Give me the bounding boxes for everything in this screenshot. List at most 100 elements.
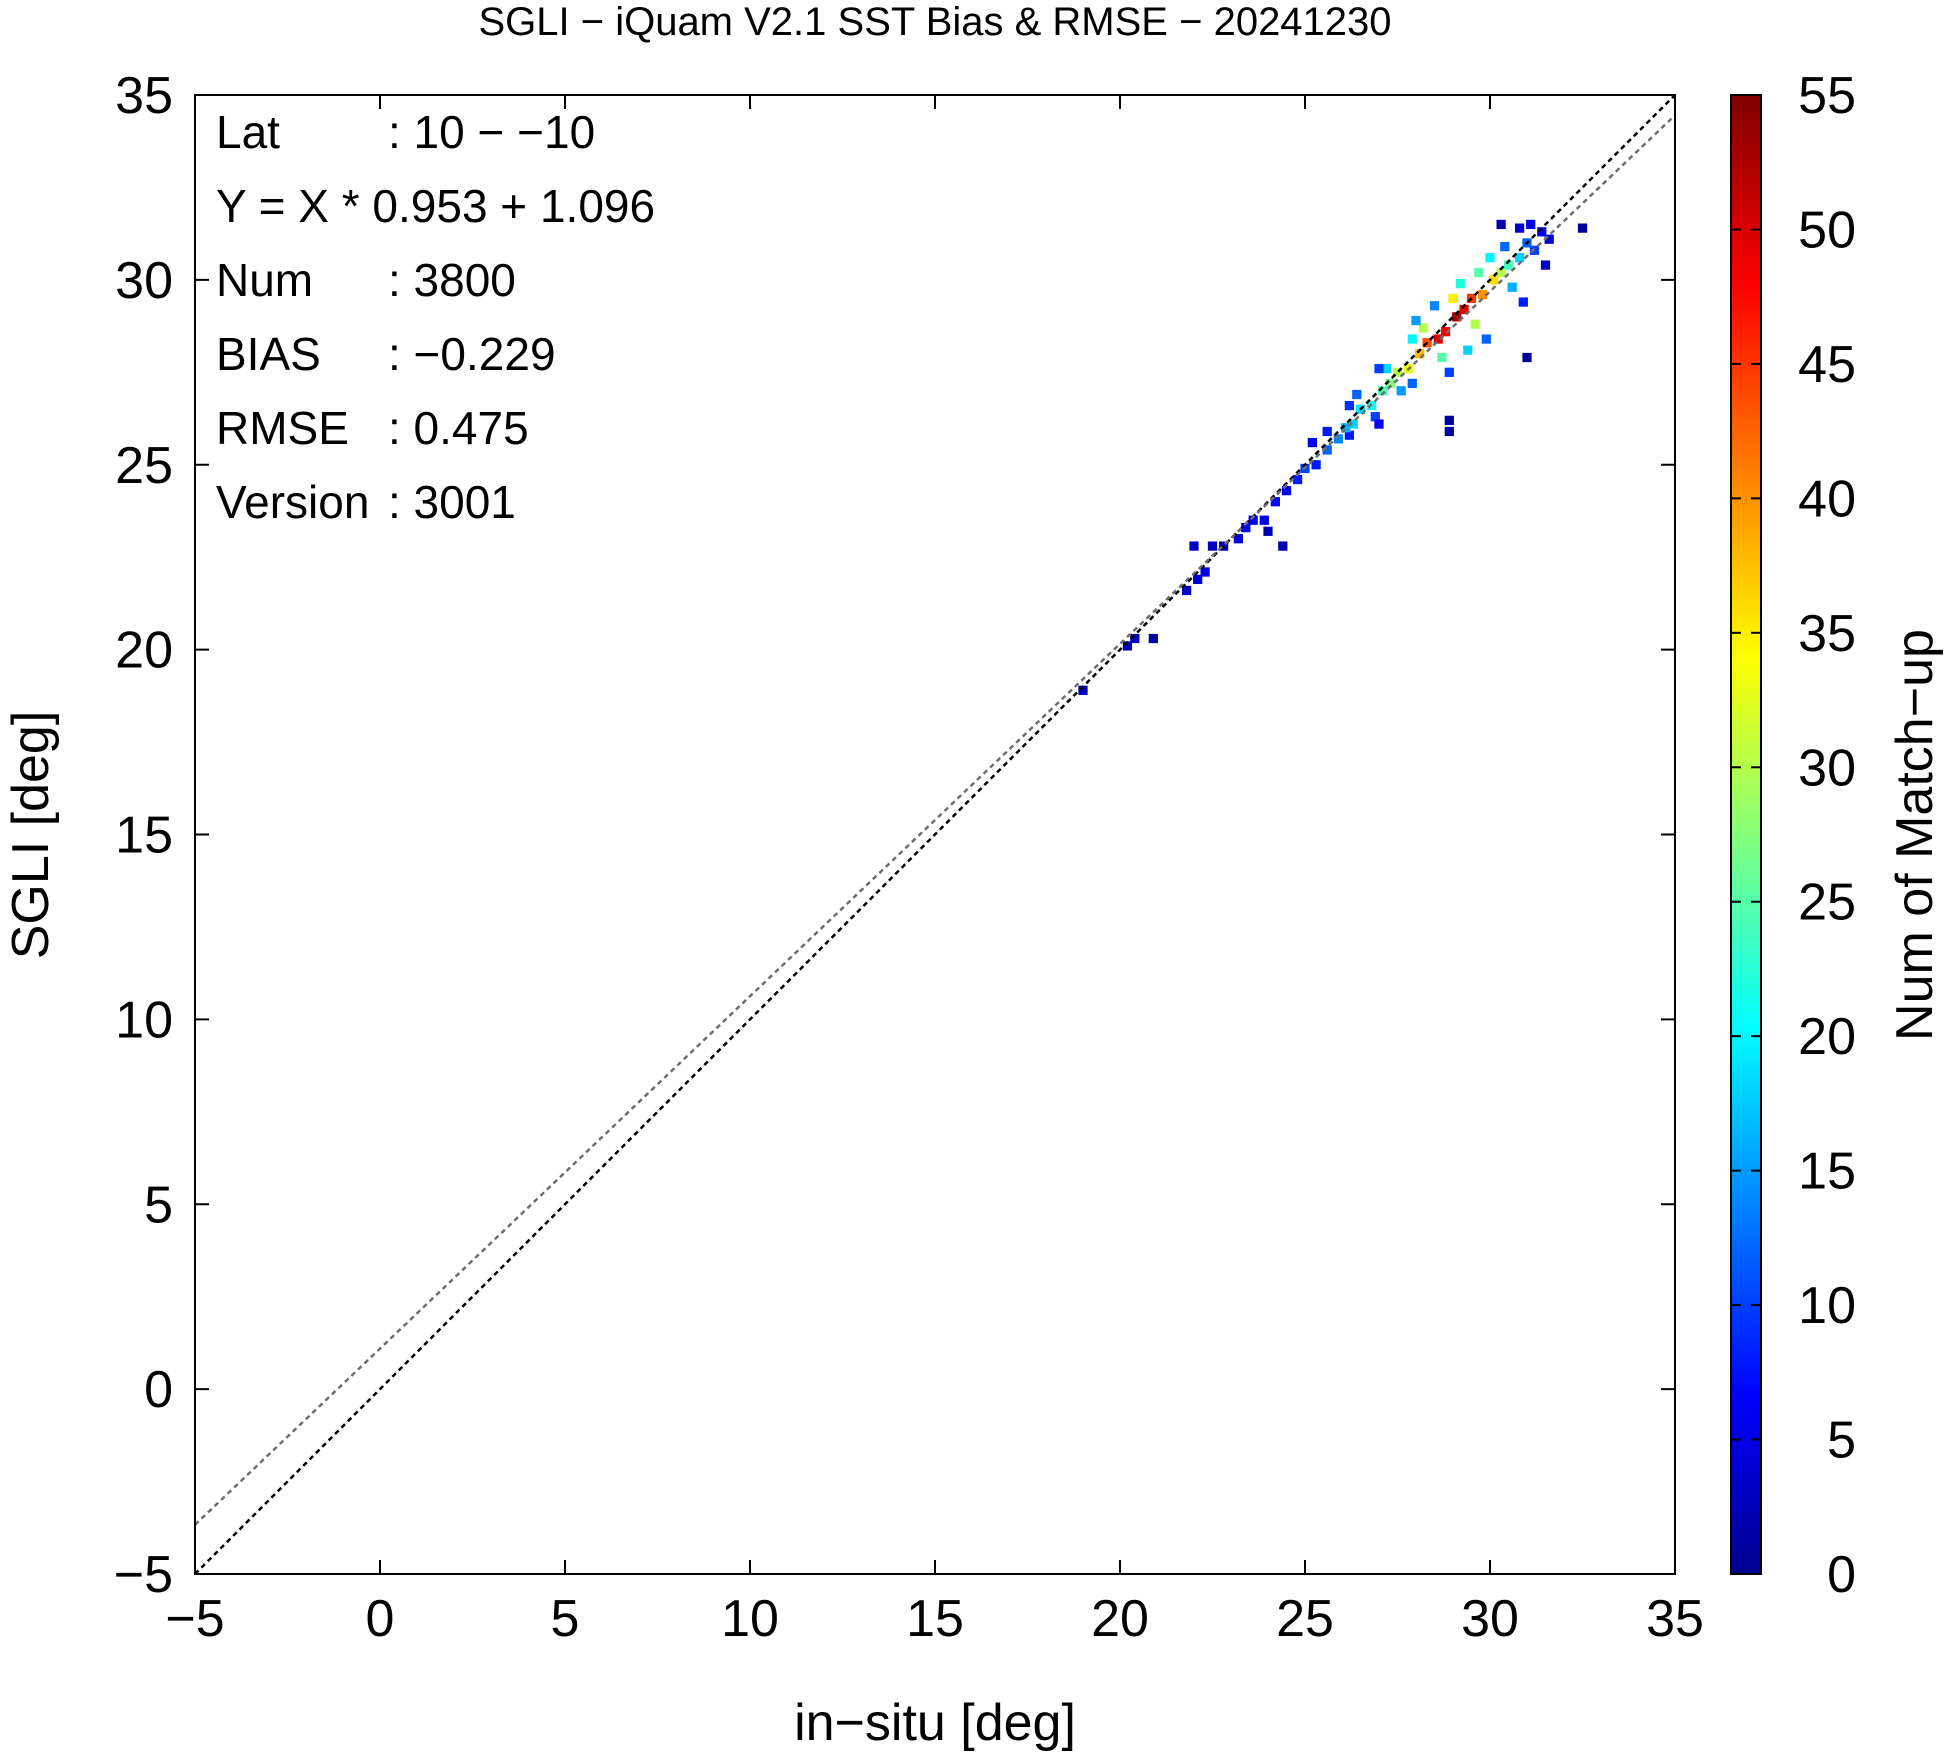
heatmap-cell: [1448, 293, 1458, 303]
heatmap-cell: [1218, 541, 1229, 551]
x-tick-label: 30: [1461, 1590, 1519, 1648]
y-tick-label: 35: [115, 67, 173, 125]
heatmap-cell: [1396, 386, 1406, 396]
heatmap-cell: [1281, 486, 1292, 496]
heatmap-cell: [1292, 474, 1303, 485]
heatmap-cell: [1381, 363, 1392, 374]
y-tick-label: −5: [114, 1546, 173, 1604]
x-tick-label: 0: [366, 1590, 395, 1648]
heatmap-cell: [1540, 260, 1551, 270]
heatmap-cell: [1278, 541, 1288, 551]
y-tick-label: 15: [115, 807, 173, 865]
y-tick-label: 0: [144, 1361, 173, 1419]
heatmap-cell: [1477, 290, 1488, 300]
heatmap-cell: [1503, 260, 1514, 270]
heatmap-cell: [1444, 367, 1454, 377]
heatmap-cell: [1233, 534, 1244, 544]
stat-label: Y = X * 0.953 + 1.096: [216, 180, 655, 232]
heatmap-cell: [1444, 415, 1454, 426]
heatmap-cell: [1307, 437, 1318, 448]
heatmap-cell: [1437, 352, 1447, 363]
heatmap-cell: [1148, 633, 1158, 644]
heatmap-cell: [1518, 297, 1528, 307]
heatmap-cell: [1333, 434, 1343, 444]
y-tick-label: 25: [115, 437, 173, 495]
stat-label: BIAS: [216, 328, 321, 380]
heatmap-cell: [1452, 312, 1462, 322]
stat-label: Lat: [216, 106, 280, 158]
heatmap-cell: [1322, 445, 1332, 455]
heatmap-cell: [1463, 345, 1473, 355]
colorbar-tick-label: 5: [1827, 1412, 1856, 1470]
heatmap-cell: [1496, 267, 1506, 278]
stat-value: : 0.475: [388, 402, 529, 454]
heatmap-cell: [1407, 378, 1417, 389]
heatmap-cell: [1344, 430, 1355, 440]
heatmap-cell: [1352, 389, 1362, 400]
heatmap-cell: [1500, 241, 1510, 252]
heatmap-cell: [1537, 227, 1547, 237]
heatmap-cell: [1418, 323, 1429, 333]
colorbar-tick-label: 55: [1798, 67, 1856, 125]
reference-lines: [195, 95, 1675, 1574]
heatmap-cell: [1248, 515, 1258, 525]
heatmap-cell: [1470, 319, 1480, 329]
heatmap-cell: [1433, 334, 1443, 344]
stat-value: : 3800: [388, 254, 516, 306]
heatmap-cell: [1348, 419, 1358, 429]
stat-value: : 10 − −10: [388, 106, 595, 158]
y-tick-label: 5: [144, 1176, 173, 1234]
heatmap-cell: [1544, 234, 1554, 244]
heatmap-cell: [1193, 574, 1203, 585]
colorbar-tick-label: 0: [1827, 1546, 1856, 1604]
chart-title: SGLI − iQuam V2.1 SST Bias & RMSE − 2024…: [478, 0, 1391, 44]
heatmap-cell: [1474, 267, 1484, 278]
heatmap-cell: [1259, 515, 1269, 525]
heatmap-cell: [1407, 334, 1417, 344]
heatmap-cells: [1078, 219, 1588, 695]
heatmap-cell: [1440, 327, 1451, 337]
regression-line: [195, 114, 1675, 1526]
colorbar-label: Num of Match−up: [1886, 629, 1944, 1041]
heatmap-cell: [1270, 497, 1281, 507]
colorbar-tick-label: 25: [1798, 874, 1856, 932]
heatmap-cell: [1496, 219, 1506, 230]
heatmap-cell: [1241, 522, 1251, 533]
heatmap-cell: [1311, 460, 1321, 470]
heatmap-cell: [1429, 301, 1440, 311]
heatmap-cell: [1374, 419, 1384, 429]
heatmap-cell: [1189, 541, 1199, 551]
heatmap-cell: [1507, 282, 1517, 292]
heatmap-cell: [1444, 426, 1454, 437]
heatmap-cell: [1577, 223, 1588, 233]
stat-label: Num: [216, 254, 313, 306]
stat-label: Version: [216, 476, 369, 528]
x-tick-label: −5: [165, 1590, 224, 1648]
colorbar-axis: 0 5 10 15 20 25 30 35 40 45 50 55: [1731, 67, 1856, 1604]
x-tick-label: 35: [1646, 1590, 1704, 1648]
y-axis-label: SGLI [deg]: [2, 711, 60, 960]
heatmap-cell: [1322, 426, 1332, 437]
heatmap-cell: [1370, 412, 1380, 422]
y-tick-label: 30: [115, 252, 173, 310]
heatmap-cell: [1122, 641, 1133, 651]
heatmap-cell: [1489, 275, 1499, 285]
x-axis: −5 0 5 10 15 20 25 30 35: [165, 95, 1704, 1648]
colorbar-tick-label: 40: [1798, 470, 1856, 528]
x-tick-label: 10: [721, 1590, 779, 1648]
x-tick-label: 5: [551, 1590, 580, 1648]
x-tick-label: 20: [1091, 1590, 1149, 1648]
heatmap-cell: [1392, 367, 1403, 377]
colorbar-tick-label: 45: [1798, 336, 1856, 394]
heatmap-cell: [1514, 223, 1525, 233]
x-tick-label: 15: [906, 1590, 964, 1648]
heatmap-cell: [1341, 423, 1351, 433]
heatmap-cell: [1411, 315, 1421, 326]
colorbar-tick-label: 50: [1798, 201, 1856, 259]
colorbar-tick-label: 30: [1798, 739, 1856, 797]
colorbar-tick-label: 35: [1798, 605, 1856, 663]
heatmap-cell: [1130, 633, 1140, 644]
heatmap-cell: [1455, 278, 1466, 289]
